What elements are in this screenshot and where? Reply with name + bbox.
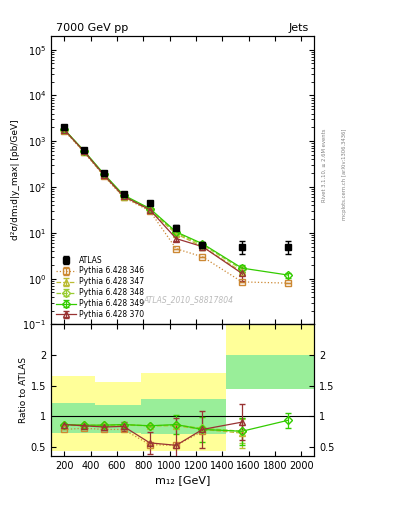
Legend: ATLAS, Pythia 6.428 346, Pythia 6.428 347, Pythia 6.428 348, Pythia 6.428 349, P: ATLAS, Pythia 6.428 346, Pythia 6.428 34… [55,254,145,321]
Text: Jets: Jets [289,23,309,33]
Y-axis label: d²σ/dm₁d|y_max| [pb/GeV]: d²σ/dm₁d|y_max| [pb/GeV] [11,120,20,241]
Text: 7000 GeV pp: 7000 GeV pp [56,23,129,33]
Text: ATLAS_2010_S8817804: ATLAS_2010_S8817804 [143,295,233,304]
X-axis label: m₁₂ [GeV]: m₁₂ [GeV] [155,475,210,485]
Text: Rivet 3.1.10, ≥ 2.6M events: Rivet 3.1.10, ≥ 2.6M events [322,128,327,202]
Y-axis label: Ratio to ATLAS: Ratio to ATLAS [19,357,28,423]
Text: mcplots.cern.ch [arXiv:1306.3436]: mcplots.cern.ch [arXiv:1306.3436] [342,128,347,220]
